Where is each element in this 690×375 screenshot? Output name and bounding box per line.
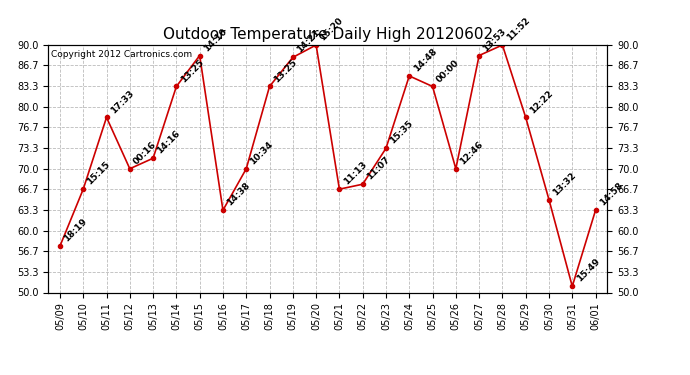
Text: 00:16: 00:16 [132,140,159,166]
Text: 14:16: 14:16 [155,129,182,156]
Text: 00:00: 00:00 [435,58,461,84]
Title: Outdoor Temperature Daily High 20120602: Outdoor Temperature Daily High 20120602 [163,27,493,42]
Text: 14:58: 14:58 [598,181,624,208]
Text: 14:10: 14:10 [202,27,228,53]
Text: 13:25: 13:25 [179,57,206,84]
Text: 15:15: 15:15 [86,160,112,187]
Text: 13:25: 13:25 [272,57,299,84]
Text: 12:22: 12:22 [528,88,555,115]
Text: 11:07: 11:07 [365,155,392,182]
Text: 14:48: 14:48 [411,46,438,74]
Text: 10:34: 10:34 [248,140,275,166]
Text: 18:19: 18:19 [62,217,89,244]
Text: 13:32: 13:32 [551,171,578,197]
Text: 15:20: 15:20 [319,16,345,42]
Text: 11:13: 11:13 [342,160,368,187]
Text: 13:53: 13:53 [482,27,508,53]
Text: 12:46: 12:46 [458,140,485,166]
Text: 11:52: 11:52 [505,16,531,42]
Text: 14:21: 14:21 [295,28,322,55]
Text: 14:38: 14:38 [226,181,252,208]
Text: 15:35: 15:35 [388,119,415,146]
Text: Copyright 2012 Cartronics.com: Copyright 2012 Cartronics.com [51,50,193,59]
Text: 17:33: 17:33 [109,88,135,115]
Text: 15:49: 15:49 [575,257,602,284]
